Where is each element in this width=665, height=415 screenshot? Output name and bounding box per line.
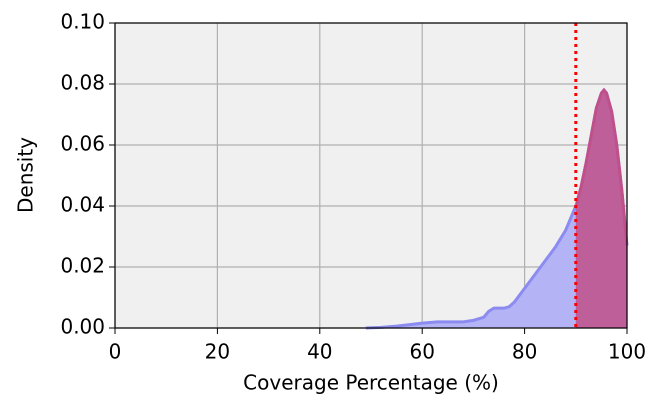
y-axis-label: Density: [14, 137, 38, 213]
y-tick-label: 0.04: [60, 193, 105, 217]
x-tick-label: 100: [608, 340, 646, 364]
x-tick-label: 40: [307, 340, 332, 364]
highlight-line: [575, 87, 627, 246]
x-axis-label: Coverage Percentage (%): [243, 371, 499, 395]
highlight-area: [575, 90, 627, 328]
x-tick-label: 20: [205, 340, 230, 364]
y-tick-label: 0.08: [60, 71, 105, 95]
y-tick-label: 0.06: [60, 132, 105, 156]
x-tick-label: 0: [109, 340, 122, 364]
density-area: [365, 90, 627, 328]
plot-frame: [114, 22, 628, 329]
y-tick-label: 0.10: [60, 10, 105, 34]
x-tick-label: 60: [409, 340, 434, 364]
x-tick-label: 80: [512, 340, 537, 364]
y-tick-label: 0.00: [60, 315, 105, 339]
y-tick-label: 0.02: [60, 254, 105, 278]
